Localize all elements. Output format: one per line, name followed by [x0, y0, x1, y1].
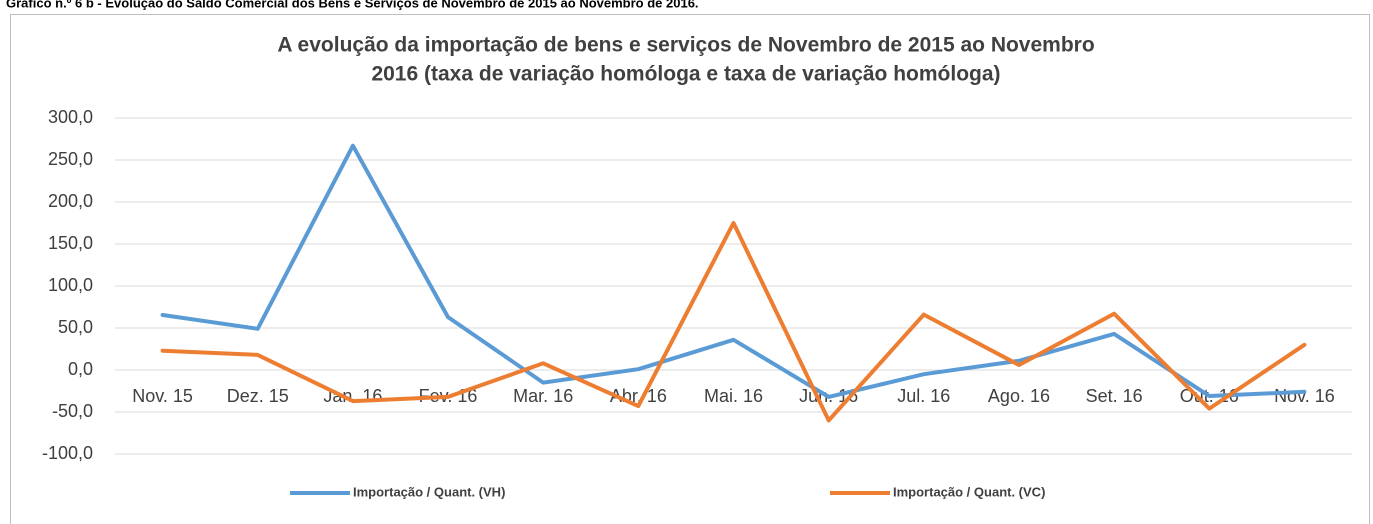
data-line	[160, 143, 1307, 399]
x-tick-label: Nov. 16	[1274, 386, 1335, 406]
y-tick-label: 50,0	[58, 317, 93, 337]
y-tick-label: -100,0	[42, 443, 93, 463]
x-tick-label: Dez. 15	[227, 386, 289, 406]
legend-label: Importação / Quant. (VH)	[353, 484, 505, 499]
x-tick-label: Set. 16	[1086, 386, 1143, 406]
y-tick-label: 200,0	[48, 191, 93, 211]
chart-title: 2016 (taxa de variação homóloga e taxa d…	[371, 63, 1000, 86]
y-tick-label: 250,0	[48, 149, 93, 169]
chart-frame	[10, 14, 1370, 524]
y-tick-label: -50,0	[52, 401, 93, 421]
y-tick-label: 0,0	[68, 359, 93, 379]
y-tick-label: 300,0	[48, 107, 93, 127]
legend-label: Importação / Quant. (VC)	[893, 484, 1045, 499]
y-tick-label: 150,0	[48, 233, 93, 253]
x-tick-label: Jul. 16	[897, 386, 950, 406]
x-tick-label: Mar. 16	[513, 386, 573, 406]
x-tick-label: Nov. 15	[132, 386, 193, 406]
caption: Gráfico n.º 6 b - Evolução do Saldo Come…	[6, 0, 699, 10]
data-line	[160, 221, 1307, 423]
x-tick-label: Ago. 16	[988, 386, 1050, 406]
y-tick-label: 100,0	[48, 275, 93, 295]
chart-title: A evolução da importação de bens e servi…	[277, 34, 1094, 57]
x-tick-label: Mai. 16	[704, 386, 763, 406]
